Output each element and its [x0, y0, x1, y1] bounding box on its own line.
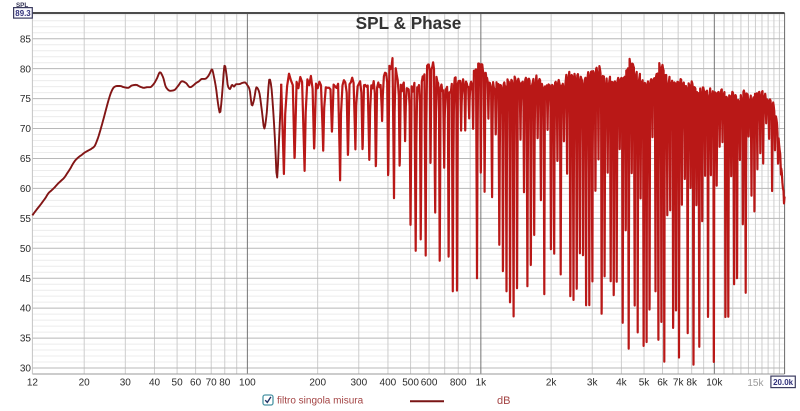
- svg-text:20.0k: 20.0k: [773, 377, 793, 387]
- svg-text:1k: 1k: [476, 377, 488, 388]
- svg-text:70: 70: [20, 124, 32, 135]
- svg-text:2k: 2k: [546, 377, 558, 388]
- svg-text:100: 100: [239, 377, 256, 388]
- svg-text:SPL & Phase: SPL & Phase: [356, 13, 462, 33]
- svg-text:5k: 5k: [639, 377, 651, 388]
- svg-text:500: 500: [402, 377, 419, 388]
- svg-text:65: 65: [20, 154, 32, 165]
- svg-text:3k: 3k: [587, 377, 599, 388]
- svg-text:70: 70: [206, 377, 218, 388]
- svg-text:400: 400: [380, 377, 397, 388]
- svg-text:80: 80: [20, 64, 32, 75]
- svg-text:8k: 8k: [686, 377, 698, 388]
- svg-text:30: 30: [20, 364, 32, 375]
- svg-text:50: 50: [172, 377, 184, 388]
- svg-text:filtro singola misura: filtro singola misura: [277, 396, 364, 407]
- svg-text:15k: 15k: [747, 378, 764, 389]
- svg-text:SPL: SPL: [16, 2, 28, 9]
- svg-text:600: 600: [421, 377, 438, 388]
- svg-text:85: 85: [20, 34, 32, 45]
- svg-text:7k: 7k: [673, 377, 685, 388]
- svg-text:80: 80: [219, 377, 231, 388]
- svg-text:89.3: 89.3: [15, 8, 31, 18]
- svg-text:30: 30: [120, 377, 132, 388]
- svg-text:60: 60: [190, 377, 202, 388]
- svg-text:300: 300: [350, 377, 367, 388]
- svg-text:60: 60: [20, 184, 32, 195]
- svg-text:4k: 4k: [616, 377, 628, 388]
- svg-text:20: 20: [79, 377, 91, 388]
- svg-text:6k: 6k: [657, 377, 669, 388]
- svg-text:40: 40: [149, 377, 161, 388]
- svg-text:50: 50: [20, 244, 32, 255]
- svg-text:800: 800: [450, 377, 467, 388]
- svg-text:75: 75: [20, 94, 32, 105]
- svg-text:200: 200: [309, 377, 326, 388]
- svg-text:12: 12: [27, 377, 39, 388]
- svg-text:dB: dB: [497, 395, 510, 407]
- svg-text:40: 40: [20, 304, 32, 315]
- svg-text:35: 35: [20, 334, 32, 345]
- svg-text:45: 45: [20, 274, 32, 285]
- svg-text:10k: 10k: [706, 377, 723, 388]
- svg-text:55: 55: [20, 214, 32, 225]
